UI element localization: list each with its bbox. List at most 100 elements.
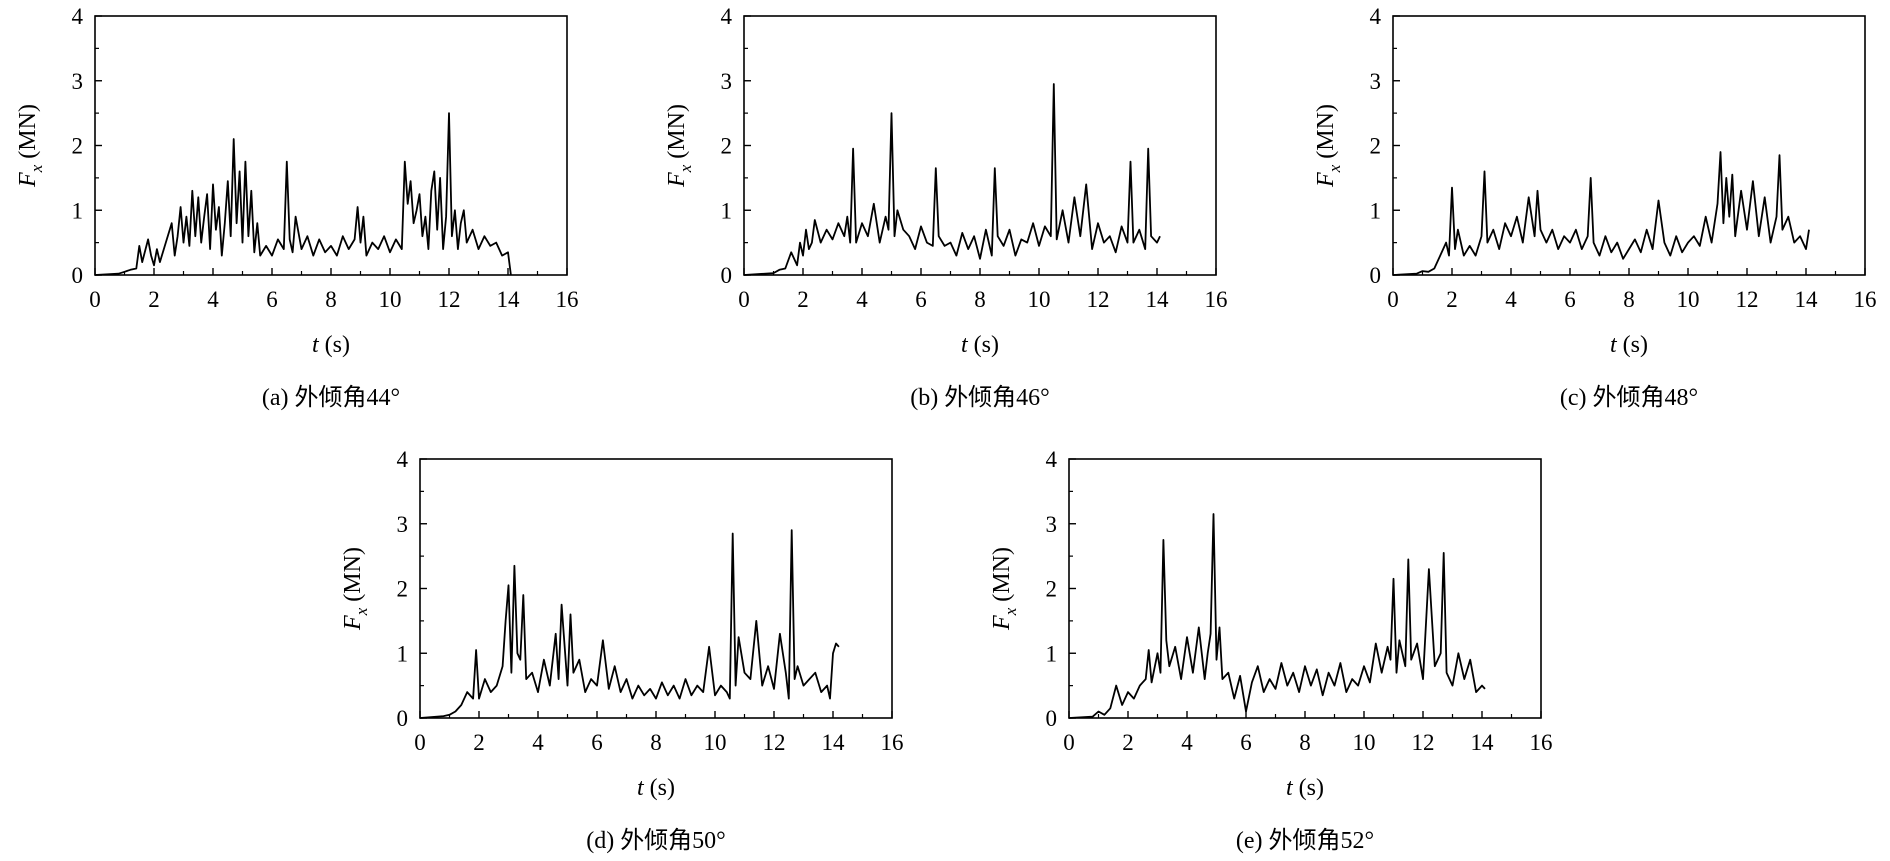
x-tick-label: 14: [1471, 730, 1495, 755]
x-tick-label: 14: [1795, 287, 1819, 312]
y-tick-label: 2: [1370, 134, 1382, 159]
plot-frame: [94, 15, 568, 276]
series-line-fx: [1068, 513, 1486, 719]
x-axis-var: t: [637, 775, 645, 801]
y-tick-label: 3: [1046, 512, 1058, 537]
x-axis-var: t: [312, 332, 320, 358]
x-tick-label: 2: [797, 287, 809, 312]
x-axis-var: t: [961, 332, 969, 358]
x-tick-label: 8: [974, 287, 986, 312]
x-tick-label: 6: [1564, 287, 1576, 312]
x-tick-label: 2: [148, 287, 160, 312]
y-axis-unit: (MN): [340, 547, 366, 602]
x-axis-unit: (s): [1623, 332, 1648, 358]
y-tick-label: 4: [1370, 4, 1382, 29]
x-tick-label: 10: [379, 287, 402, 312]
y-tick-label: 3: [1370, 69, 1382, 94]
y-tick-label: 0: [721, 263, 733, 288]
y-axis-var: F: [989, 615, 1015, 631]
x-tick-label: 12: [763, 730, 786, 755]
x-tick-label: 16: [881, 730, 904, 755]
x-tick-label: 2: [1446, 287, 1458, 312]
panel-caption: (e) 外倾角52°: [1236, 827, 1374, 854]
x-tick-label: 16: [1854, 287, 1877, 312]
y-axis-var: F: [1313, 172, 1339, 188]
x-tick-label: 0: [738, 287, 750, 312]
y-axis-label: Fx (MN): [664, 104, 695, 188]
plot-frame: [1068, 458, 1542, 719]
x-tick-label: 16: [556, 287, 579, 312]
series-line-fx: [1392, 151, 1810, 276]
y-tick-label: 1: [721, 198, 733, 223]
y-axis-label: Fx (MN): [340, 547, 371, 631]
panel-caption: (d) 外倾角50°: [586, 827, 726, 854]
y-tick-label: 1: [1046, 641, 1058, 666]
y-tick-label: 0: [1046, 706, 1058, 731]
x-tick-label: 0: [1063, 730, 1075, 755]
x-tick-label: 12: [1087, 287, 1110, 312]
panel-caption: (b) 外倾角46°: [910, 384, 1050, 411]
y-axis-subscript: x: [352, 607, 371, 616]
y-tick-label: 3: [397, 512, 409, 537]
y-tick-label: 3: [72, 69, 84, 94]
y-axis-label: Fx (MN): [989, 547, 1020, 631]
x-axis-var: t: [1286, 775, 1294, 801]
y-axis-unit: (MN): [1313, 104, 1339, 159]
x-tick-label: 12: [1412, 730, 1435, 755]
y-tick-label: 3: [721, 69, 733, 94]
y-tick-label: 1: [72, 198, 84, 223]
plot-frame: [419, 458, 893, 719]
x-tick-label: 6: [266, 287, 278, 312]
x-tick-label: 4: [856, 287, 868, 312]
y-tick-label: 0: [1370, 263, 1382, 288]
x-tick-label: 4: [532, 730, 544, 755]
x-tick-label: 14: [497, 287, 521, 312]
y-axis-subscript: x: [1001, 607, 1020, 616]
x-axis-label: t (s): [961, 332, 999, 358]
y-tick-label: 4: [721, 4, 733, 29]
series-line-fx: [743, 83, 1161, 276]
y-axis-subscript: x: [1325, 164, 1344, 173]
x-axis-label: t (s): [1610, 332, 1648, 358]
series-line-fx: [94, 112, 512, 276]
x-tick-label: 0: [414, 730, 426, 755]
y-axis-var: F: [15, 172, 41, 188]
y-tick-label: 0: [397, 706, 409, 731]
panel-caption: (a) 外倾角44°: [262, 384, 400, 411]
x-tick-label: 10: [704, 730, 727, 755]
x-tick-label: 8: [1299, 730, 1311, 755]
y-tick-label: 2: [72, 134, 84, 159]
series-line-fx: [419, 529, 840, 719]
x-axis-unit: (s): [974, 332, 999, 358]
x-axis-label: t (s): [312, 332, 350, 358]
y-axis-label: Fx (MN): [15, 104, 46, 188]
x-tick-label: 2: [473, 730, 485, 755]
x-tick-label: 14: [1146, 287, 1170, 312]
panel-caption: (c) 外倾角48°: [1560, 384, 1698, 411]
y-axis-subscript: x: [27, 164, 46, 173]
x-axis-label: t (s): [1286, 775, 1324, 801]
x-tick-label: 8: [650, 730, 662, 755]
y-tick-label: 1: [397, 641, 409, 666]
plot-frame: [1392, 15, 1866, 276]
y-tick-label: 4: [1046, 447, 1058, 472]
x-tick-label: 0: [1387, 287, 1399, 312]
x-tick-label: 0: [89, 287, 101, 312]
y-axis-var: F: [664, 172, 690, 188]
y-axis-unit: (MN): [664, 104, 690, 159]
x-tick-label: 6: [591, 730, 603, 755]
x-tick-label: 2: [1122, 730, 1134, 755]
x-tick-label: 10: [1353, 730, 1376, 755]
y-axis-subscript: x: [676, 164, 695, 173]
x-tick-label: 12: [1736, 287, 1759, 312]
y-tick-label: 2: [1046, 577, 1058, 602]
x-axis-unit: (s): [325, 332, 350, 358]
x-axis-var: t: [1610, 332, 1618, 358]
x-tick-label: 10: [1028, 287, 1051, 312]
x-tick-label: 4: [1505, 287, 1517, 312]
